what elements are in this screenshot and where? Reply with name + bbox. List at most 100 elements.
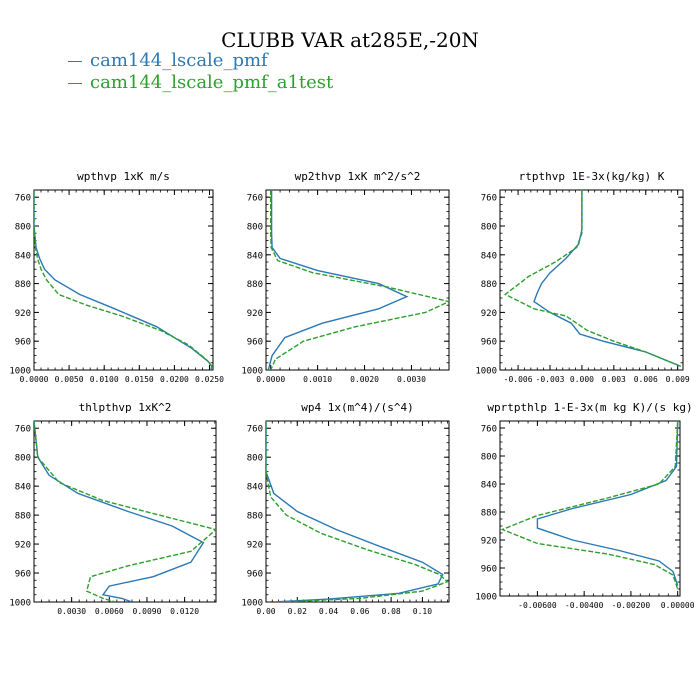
plot-frame	[499, 189, 684, 371]
panel-2: wp2thvp 1xK m^2/s^2 760 800 840 880 920 960 100…	[241, 170, 450, 384]
x-tick-label: -0.006	[504, 375, 533, 384]
x-tick-label: 0.06	[350, 607, 369, 616]
y-tick-label: 800	[247, 454, 263, 464]
y-tick-label: 960	[15, 570, 31, 580]
y-tick-label: 800	[15, 454, 31, 464]
x-tick-label: 0.00	[256, 607, 275, 616]
panel-title: wprtpthlp 1-E-3x(m kg K)/(s kg)	[487, 401, 692, 414]
plot-frame	[33, 420, 217, 603]
x-tick-label: 0.0060	[95, 607, 124, 616]
y-tick-label: 920	[481, 309, 497, 319]
y-tick-label: 760	[481, 425, 497, 435]
y-tick-label: 1000	[475, 367, 497, 377]
y-tick-label: 920	[247, 541, 263, 551]
y-tick-label: 800	[481, 223, 497, 233]
panel-title: wpthvp 1xK m/s	[77, 170, 170, 183]
y-tick-label: 920	[15, 541, 31, 551]
panel-4: thlpthvp 1xK^2 760 800 840 880 920 960 1000 0.00…	[9, 401, 217, 616]
series-line-1	[533, 190, 682, 368]
x-tick-label: -0.00600	[518, 601, 557, 610]
x-tick-label: 0.0150	[125, 375, 154, 384]
y-tick-label: 800	[481, 453, 497, 463]
x-tick-label: 0.0120	[170, 607, 199, 616]
legend-entry-1: cam144_lscale_pmf	[68, 50, 268, 71]
x-tick-label: 0.0100	[90, 375, 119, 384]
y-tick-label: 760	[247, 194, 263, 204]
x-tick-label: 0.0030	[57, 607, 86, 616]
x-tick-label: 0.0050	[55, 375, 84, 384]
y-tick-label: 880	[247, 512, 263, 522]
x-tick-label: 0.006	[634, 375, 658, 384]
y-tick-label: 1000	[241, 599, 263, 609]
x-tick-label: 0.003	[602, 375, 626, 384]
x-tick-label: 0.04	[319, 607, 338, 616]
x-tick-label: -0.00200	[612, 601, 651, 610]
y-tick-label: 960	[15, 338, 31, 348]
panel-3: rtpthvp 1E-3x(kg/kg) K 760 800 840 880 920 960…	[475, 170, 690, 384]
y-tick-label: 760	[247, 425, 263, 435]
panel-6: wprtpthlp 1-E-3x(m kg K)/(s kg) 760 800 840…	[475, 401, 694, 610]
x-tick-label: 0.000	[570, 375, 594, 384]
y-tick-label: 880	[247, 280, 263, 290]
plot-frame	[265, 420, 450, 603]
y-tick-label: 960	[247, 338, 263, 348]
x-tick-label: 0.0010	[303, 375, 332, 384]
y-tick-label: 880	[481, 509, 497, 519]
y-tick-label: 840	[247, 251, 263, 261]
y-tick-label: 840	[247, 483, 263, 493]
x-tick-label: 0.0030	[397, 375, 426, 384]
y-tick-label: 800	[15, 223, 31, 233]
legend-label-1: cam144_lscale_pmf	[90, 50, 268, 71]
y-tick-label: 960	[247, 570, 263, 580]
panel-title: rtpthvp 1E-3x(kg/kg) K	[519, 170, 665, 183]
figure-title: CLUBB VAR at285E,-20N	[221, 28, 479, 52]
y-tick-label: 880	[15, 280, 31, 290]
y-tick-label: 760	[481, 194, 497, 204]
y-tick-label: 840	[15, 251, 31, 261]
x-tick-label: 0.0000	[256, 375, 285, 384]
series-line-1	[536, 421, 679, 586]
y-tick-label: 840	[481, 251, 497, 261]
series-line-1	[34, 421, 205, 602]
y-tick-label: 800	[247, 223, 263, 233]
x-tick-label: 0.10	[413, 607, 432, 616]
panel-5: wp4 1x(m^4)/(s^4)76080084088092096010000…	[241, 401, 450, 616]
x-tick-label: 0.0200	[160, 375, 189, 384]
x-tick-label: 0.0000	[20, 375, 49, 384]
plot-frame	[33, 189, 214, 371]
y-tick-label: 880	[15, 512, 31, 522]
legend-line-marker	[68, 82, 82, 84]
y-tick-label: 760	[15, 194, 31, 204]
panel-title: wp4 1x(m^4)/(s^4)	[301, 401, 414, 414]
y-tick-label: 960	[481, 338, 497, 348]
x-tick-label: 0.0250	[195, 375, 224, 384]
plot-frame	[499, 420, 681, 597]
y-tick-label: 1000	[475, 593, 497, 603]
y-tick-label: 880	[481, 280, 497, 290]
legend-label-2: cam144_lscale_pmf_a1test	[90, 72, 334, 93]
legend-line-marker	[68, 60, 82, 62]
y-tick-label: 760	[15, 425, 31, 435]
x-tick-label: 0.0090	[133, 607, 162, 616]
y-tick-label: 920	[247, 309, 263, 319]
x-tick-label: 0.08	[381, 607, 400, 616]
y-tick-label: 1000	[9, 599, 31, 609]
x-tick-label: 0.009	[666, 375, 690, 384]
panel-title: wp2thvp 1xK m^2/s^2	[295, 170, 421, 183]
x-tick-label: -0.00400	[565, 601, 604, 610]
x-tick-label: 0.0020	[350, 375, 379, 384]
x-tick-label: -0.003	[536, 375, 565, 384]
series-line-2	[266, 421, 449, 602]
series-line-1	[267, 190, 409, 370]
legend-entry-2: cam144_lscale_pmf_a1test	[68, 72, 333, 93]
panel-1: wpthvp 1xK m/s76080084088092096010000.00…	[9, 170, 224, 384]
y-tick-label: 920	[15, 309, 31, 319]
series-line-1	[266, 421, 444, 602]
y-tick-label: 920	[481, 537, 497, 547]
series-line-2	[270, 190, 449, 370]
plot-frame	[265, 189, 450, 371]
y-tick-label: 840	[481, 481, 497, 491]
y-tick-label: 1000	[9, 367, 31, 377]
panel-title: thlpthvp 1xK^2	[79, 401, 172, 414]
x-tick-label: 0.02	[288, 607, 307, 616]
